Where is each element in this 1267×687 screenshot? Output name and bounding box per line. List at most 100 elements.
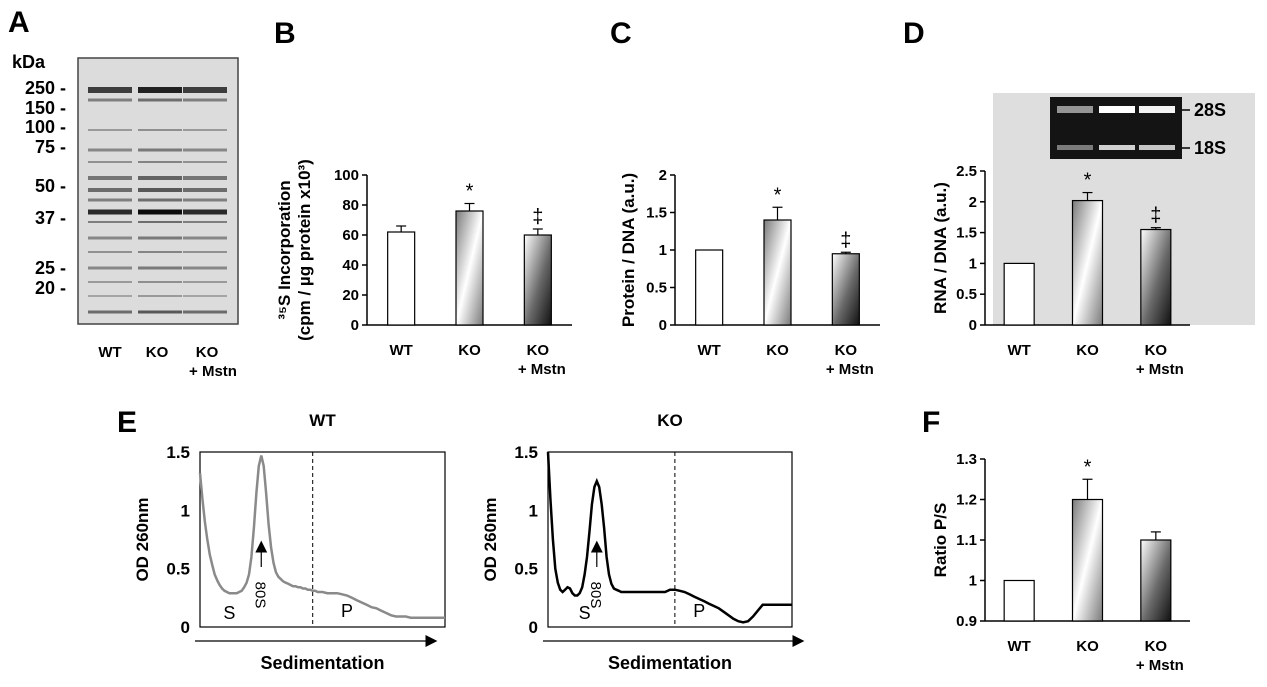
bar xyxy=(1003,579,1035,622)
gel-band xyxy=(88,129,132,131)
region-label-s: S xyxy=(223,603,235,623)
gel-band xyxy=(138,188,182,192)
gel-band xyxy=(183,236,227,240)
gel-band xyxy=(88,236,132,240)
gel-band xyxy=(138,148,182,152)
gel-band xyxy=(183,98,227,102)
y-tick-label: 0.5 xyxy=(166,560,190,579)
od-trace xyxy=(546,451,792,624)
panel-letter-e: E xyxy=(117,406,137,439)
y-tick-label: 1.5 xyxy=(166,443,190,462)
bar xyxy=(1071,498,1104,622)
y-tick-label: 1 xyxy=(969,255,977,272)
y-axis-label: ³⁵S Incorporation xyxy=(275,180,294,319)
gel-band xyxy=(138,209,182,215)
gel-band xyxy=(138,98,182,102)
gel-band-18s xyxy=(1099,145,1135,150)
gel-band xyxy=(183,266,227,270)
peak-label: 80S xyxy=(587,582,604,609)
y-tick-label: 0.5 xyxy=(956,286,977,303)
y-tick-label: 1.3 xyxy=(956,451,977,468)
gel-band-28s xyxy=(1099,106,1135,113)
category-label: KO xyxy=(1076,342,1099,359)
category-label: KO xyxy=(1145,342,1168,359)
gel-d-label-28s: 28S xyxy=(1194,100,1226,120)
y-tick-label: 0 xyxy=(659,317,667,334)
gel-lane-wt: WT xyxy=(98,344,121,361)
gel-band xyxy=(183,87,227,93)
gel-band xyxy=(88,176,132,180)
bar xyxy=(695,249,724,326)
gel-marker-label: 250 - xyxy=(25,78,66,98)
gel-band xyxy=(138,295,182,297)
gel-band xyxy=(88,198,132,202)
gel-marker-label: 50 - xyxy=(35,176,66,196)
bar xyxy=(831,253,860,326)
gel-band-28s xyxy=(1139,106,1175,113)
gel-marker-label: 20 - xyxy=(35,278,66,298)
chart-title: KO xyxy=(657,411,683,430)
gel-band xyxy=(88,251,132,253)
x-axis-label: Sedimentation xyxy=(260,653,384,673)
bar xyxy=(455,210,484,326)
y-tick-label: 2 xyxy=(659,167,667,184)
category-label: KO xyxy=(458,342,481,359)
gel-band xyxy=(88,148,132,152)
panel-letter-f: F xyxy=(922,406,940,439)
gel-marker-label: 25 - xyxy=(35,258,66,278)
region-label-p: P xyxy=(341,601,353,621)
region-label-s: S xyxy=(579,603,591,623)
category-label: KO xyxy=(527,342,550,359)
gel-band xyxy=(88,161,132,163)
category-label: WT xyxy=(698,342,721,359)
y-axis-label: OD 260nm xyxy=(481,497,500,581)
gel-panel-a: kDa 250 -150 -100 -75 -50 -37 -25 -20 - … xyxy=(12,52,239,380)
category-label: + Mstn xyxy=(1136,361,1184,378)
bar xyxy=(1003,262,1035,326)
gel-band xyxy=(183,281,227,283)
gel-band xyxy=(183,310,227,314)
bar xyxy=(523,234,552,326)
gel-d-label-18s: 18S xyxy=(1194,138,1226,158)
bar xyxy=(1140,228,1172,326)
gel-panel-d: 28S 18S xyxy=(1050,97,1226,159)
gel-band xyxy=(183,221,227,223)
y-tick-label: 0 xyxy=(969,317,977,334)
gel-band xyxy=(183,188,227,192)
gel-band-28s xyxy=(1057,106,1093,113)
significance-marker: * xyxy=(1084,456,1092,478)
y-tick-label: 100 xyxy=(334,167,359,184)
panel-letter-d: D xyxy=(903,17,925,50)
gel-bands-d xyxy=(1057,106,1175,150)
y-tick-label: 1.5 xyxy=(956,225,977,242)
gel-marker-label: 37 - xyxy=(35,208,66,228)
y-tick-label: 1.1 xyxy=(956,532,977,549)
line-chart-e-wt: 0 0.5 1 1.5 WT OD 260nm S P 80S Sedimentation xyxy=(133,411,446,673)
category-label: + Mstn xyxy=(518,361,566,378)
gel-marker-labels: 250 -150 -100 -75 - 50 - 37 - 25 -20 - xyxy=(25,78,66,298)
y-tick-label: 1 xyxy=(969,573,977,590)
region-label-p: P xyxy=(693,601,705,621)
y-tick-label: 0 xyxy=(529,618,538,637)
bar xyxy=(1071,199,1104,326)
gel-band xyxy=(183,176,227,180)
panel-letter-c: C xyxy=(610,17,632,50)
gel-band xyxy=(88,188,132,192)
significance-marker: ‡ xyxy=(532,206,543,228)
gel-band-18s xyxy=(1057,145,1093,150)
y-tick-label: 0 xyxy=(351,317,359,334)
y-axis-label: RNA / DNA (a.u.) xyxy=(931,182,950,314)
bar-chart-b: 0 20 40 60 80 100 WT * KO ‡ KO + Mstn ³⁵S Incorporat… xyxy=(275,159,572,378)
y-tick-label: 1 xyxy=(659,242,667,259)
y-tick-label: 1.5 xyxy=(514,443,538,462)
gel-band xyxy=(138,129,182,131)
gel-bands-a xyxy=(88,87,227,314)
category-label: KO xyxy=(1145,638,1168,655)
gel-band xyxy=(88,98,132,102)
significance-marker: * xyxy=(466,181,474,203)
gel-band xyxy=(138,281,182,283)
gel-band xyxy=(183,251,227,253)
gel-marker-label: 100 - xyxy=(25,117,66,137)
y-tick-label: 0 xyxy=(181,618,190,637)
y-tick-label: 60 xyxy=(342,227,359,244)
